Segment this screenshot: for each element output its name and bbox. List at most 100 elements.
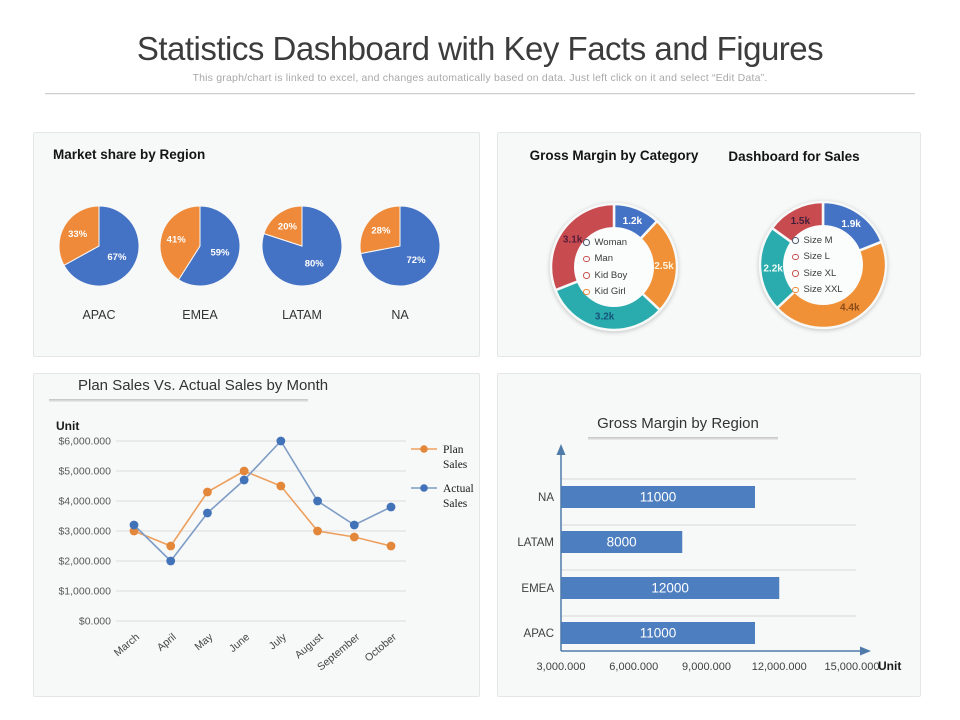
donut-value-label: 3.2k: [595, 312, 615, 323]
y-tick-label: $5,000.000: [58, 466, 111, 478]
data-point: [276, 481, 286, 491]
pie-slice: [63, 205, 140, 287]
dashboard-for-sales-title: Dashboard for Sales: [728, 149, 860, 164]
bar-category-label: EMEA: [521, 583, 554, 595]
market-share-pie-charts[interactable]: 67% 33% APAC 59% 41% EMEA 80% 20% LATAM 72% 28% NA: [34, 133, 479, 356]
header: Statistics Dashboard with Key Facts and …: [0, 0, 960, 95]
gross-margin-category-title: Gross Margin by Category: [529, 148, 699, 163]
x-tick-label: 6,000.000: [609, 661, 658, 673]
legend-label: Size M: [803, 234, 833, 246]
y-tick-label: $3,000.000: [58, 526, 111, 538]
legend-ring-icon: [792, 237, 799, 244]
bar-value-label: 8000: [607, 535, 637, 550]
legend-ring-icon: [792, 253, 799, 260]
x-tick-label: April: [155, 631, 179, 654]
x-tick-label: March: [112, 631, 142, 659]
legend-ring-icon: [583, 272, 590, 279]
data-point: [349, 520, 359, 530]
x-tick-label: June: [227, 631, 252, 655]
dashboard_for_sales_donut[interactable]: 1.9k 4.4k 2.2k 1.5k: [758, 200, 888, 330]
legend-item: Size L: [792, 251, 830, 262]
legend-item: Kid Girl: [583, 286, 626, 297]
y-tick-label: $0.000: [79, 616, 111, 628]
x-tick-label: October: [363, 631, 400, 665]
x-tick-label: 15,000.000: [824, 661, 879, 673]
legend-item: Size XL: [792, 268, 836, 279]
bar-latam[interactable]: [561, 531, 683, 553]
pie-emea[interactable]: 59% 41% EMEA: [159, 205, 241, 322]
pie-percent-label: 28%: [371, 226, 391, 237]
data-point: [203, 487, 212, 497]
legend-ring-icon: [792, 270, 799, 277]
x-axis-unit-label: Unit: [878, 659, 901, 673]
bar-category-label: APAC: [524, 628, 554, 640]
pie-latam[interactable]: 80% 20% LATAM: [261, 205, 343, 322]
header-divider: [45, 93, 915, 95]
bar-na[interactable]: [561, 486, 755, 508]
series-line: [133, 470, 392, 547]
legend-ring-icon: [792, 286, 799, 293]
gross_margin_category_donut[interactable]: 1.2k 2.5k 3.2k 3.1k: [549, 202, 679, 332]
data-point: [313, 526, 322, 536]
data-point: [386, 541, 396, 551]
data-point: [386, 502, 396, 512]
donut-charts[interactable]: 1.2k 2.5k 3.2k 3.1k 1.9k 4.4k 2.2k 1.5k: [498, 133, 920, 356]
bar-value-label: 12000: [651, 581, 689, 596]
x-tick-label: July: [267, 631, 290, 653]
pie-na[interactable]: 72% 28% NA: [359, 205, 441, 322]
data-point: [239, 466, 249, 476]
line-legend-item: Actual Sales: [411, 483, 474, 510]
legend-label: Sales: [443, 459, 468, 471]
line-legend-item: Plan Sales: [411, 444, 468, 471]
pie-category-label: APAC: [82, 308, 115, 322]
donut-hole: [783, 225, 863, 305]
bar-apac[interactable]: [561, 622, 755, 644]
pie-percent-label: 80%: [305, 258, 325, 269]
pie-percent-label: 67%: [107, 252, 127, 263]
data-point: [349, 532, 359, 542]
donut-value-label: 2.5k: [654, 261, 674, 272]
gross-margin-region-panel: Gross Margin by Region 11000 NA 8000 LATAM 1…: [497, 373, 921, 697]
pie-apac[interactable]: 67% 33% APAC: [58, 205, 140, 322]
bar-category-label: LATAM: [517, 537, 554, 549]
bar-emea[interactable]: [561, 577, 780, 599]
legend-item: Size M: [792, 235, 833, 246]
sales-donut-legend: Size M Size L Size XL Size XXL: [781, 223, 865, 307]
pie-slice: [359, 205, 401, 255]
plan-vs-actual-line-chart[interactable]: $6,000.000 $5,000.000 $4,000.000 $3,000.000…: [34, 374, 479, 696]
pie-slice: [159, 205, 201, 281]
donut-value-label: 4.4k: [840, 303, 860, 314]
page-subtitle: This graph/chart is linked to excel, and…: [192, 72, 768, 84]
donut-value-label: 1.9k: [841, 219, 861, 230]
legend-ring-icon: [583, 239, 590, 246]
x-tick-label: 3,000.000: [537, 661, 586, 673]
title-underline: [588, 437, 778, 440]
legend-item: Man: [583, 253, 613, 264]
pie-category-label: EMEA: [182, 308, 218, 322]
legend-item: Woman: [583, 237, 627, 248]
legend-ring-icon: [583, 288, 590, 295]
donuts-panel: Gross Margin by Category Dashboard for S…: [497, 132, 921, 357]
data-point: [203, 508, 212, 518]
y-tick-label: $1,000.000: [58, 586, 111, 598]
pie-percent-label: 72%: [407, 255, 427, 266]
x-tick-label: May: [192, 631, 215, 653]
data-point: [166, 556, 176, 566]
data-point: [276, 436, 286, 446]
legend-label: Size XL: [803, 267, 837, 279]
data-point: [239, 475, 249, 485]
series-line: [133, 439, 392, 563]
category-donut-legend: Woman Man Kid Boy Kid Girl: [572, 225, 656, 309]
page-title: Statistics Dashboard with Key Facts and …: [136, 30, 824, 67]
legend-label: Kid Boy: [594, 269, 628, 281]
bar-value-label: 11000: [640, 490, 677, 505]
bar-value-label: 11000: [640, 626, 677, 641]
y-tick-label: $2,000.000: [58, 556, 111, 568]
gross-margin-region-bar-chart[interactable]: 11000 NA 8000 LATAM 12000 EMEA 11000 APAC 3,000.…: [498, 374, 920, 696]
x-tick-label: 9,000.000: [682, 661, 731, 673]
y-tick-label: $4,000.000: [58, 496, 111, 508]
x-tick-label: 12,000.000: [752, 661, 807, 673]
legend-marker-icon: [420, 484, 428, 492]
pie-slice: [58, 205, 100, 266]
legend-label: Size XXL: [803, 284, 843, 296]
